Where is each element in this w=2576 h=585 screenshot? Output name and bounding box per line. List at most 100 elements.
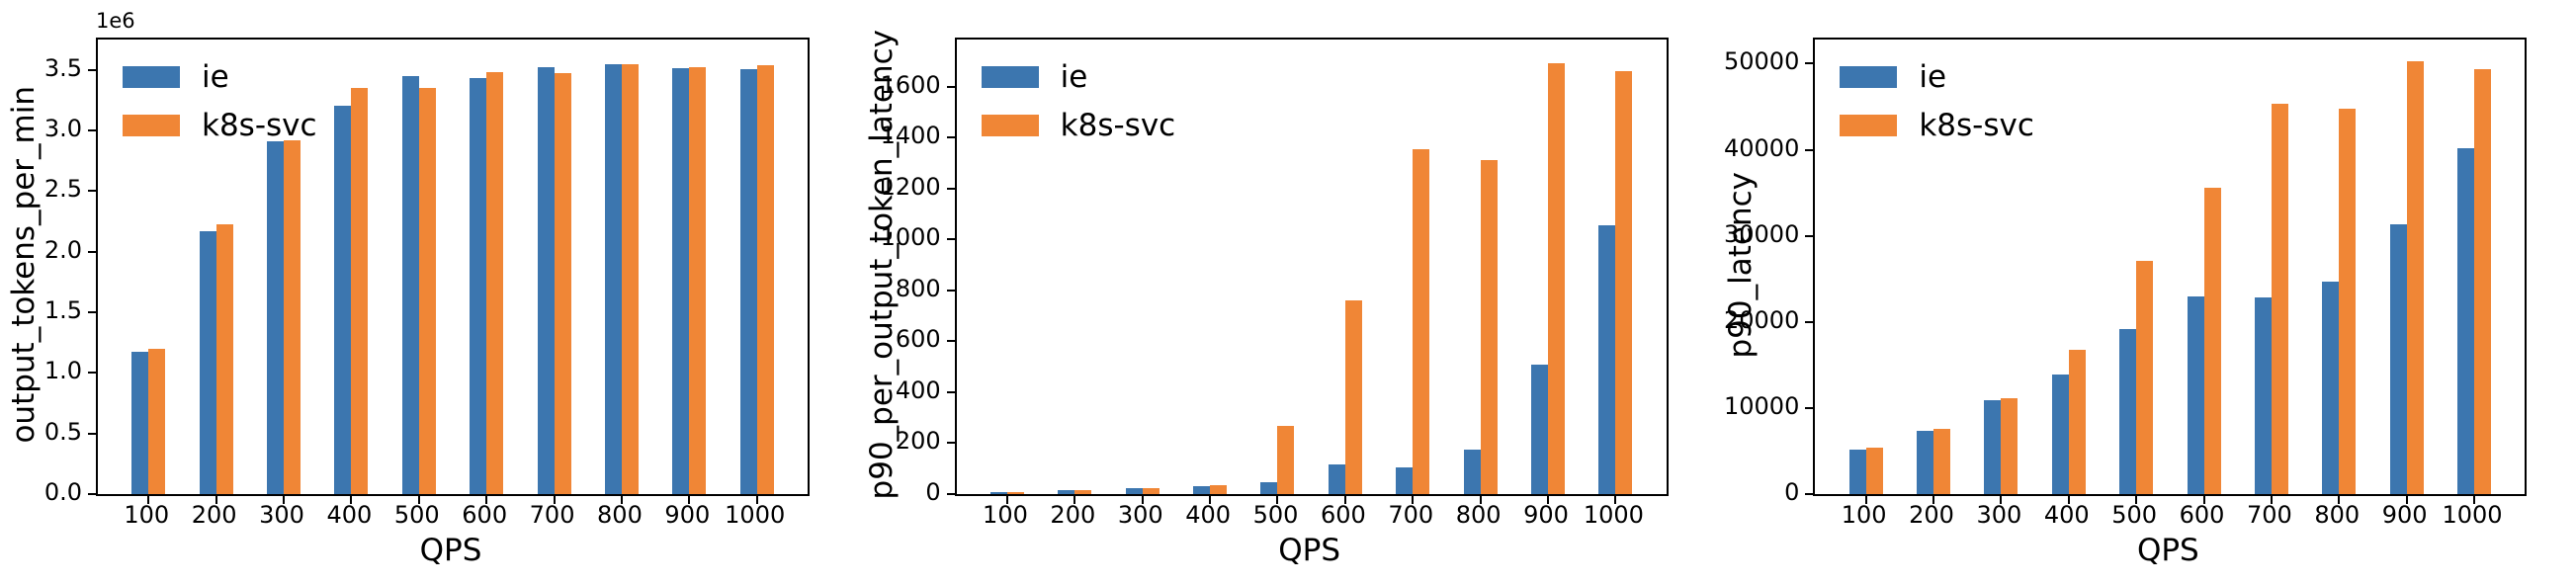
y-tick-label: 2.5 [43, 175, 82, 204]
bar-k8s-svc-800 [2339, 108, 2357, 494]
y-tick-mark [1805, 320, 1814, 323]
x-tick-mark [755, 496, 758, 504]
x-tick-mark [620, 496, 623, 504]
bar-k8s-svc-300 [2001, 398, 2018, 494]
bar-k8s-svc-700 [2271, 104, 2288, 494]
bar-k8s-svc-600 [2203, 187, 2221, 494]
bar-ie-100 [131, 352, 149, 494]
x-axis-label: QPS [1278, 533, 1341, 568]
bar-ie-800 [1463, 449, 1481, 494]
bar-ie-600 [470, 78, 487, 494]
y-tick-label: 1400 [880, 122, 941, 150]
bar-ie-600 [2187, 295, 2204, 494]
x-tick-label: 500 [1252, 501, 1299, 529]
legend-color-patch-ie [1840, 66, 1898, 89]
x-tick-mark [2067, 496, 2070, 504]
bar-k8s-svc-400 [1210, 484, 1228, 494]
y-tick-mark [88, 68, 96, 71]
y-tick-mark [946, 390, 955, 393]
bar-ie-200 [199, 230, 216, 494]
x-tick-mark [417, 496, 420, 504]
y-tick-label: 3.0 [43, 115, 82, 142]
y-tick-mark [1805, 148, 1814, 151]
legend-item-ie: ie [123, 61, 317, 94]
legend-color-patch-k8s-svc [123, 114, 180, 136]
x-axis-label: QPS [2136, 533, 2199, 568]
bar-ie-500 [401, 75, 419, 494]
legend: ie k8s-svc [1840, 61, 2034, 141]
chart-panel-p90-per-output-token-latency: p90_per_output_token_latency ie k8s-svc 0 20… [859, 0, 1718, 585]
y-tick-label: 1.0 [43, 357, 82, 385]
x-tick-label: 600 [1320, 501, 1366, 529]
y-tick-mark [88, 129, 96, 131]
y-tick-label: 3.5 [43, 53, 82, 82]
x-tick-mark [147, 496, 150, 504]
bar-k8s-svc-900 [1547, 63, 1565, 494]
bar-k8s-svc-1000 [2474, 68, 2492, 494]
x-tick-label: 600 [462, 501, 508, 529]
x-tick-mark [2473, 496, 2476, 504]
bar-k8s-svc-600 [486, 71, 504, 494]
bar-k8s-svc-100 [1865, 447, 1883, 494]
y-tick-label: 0.5 [43, 417, 82, 446]
x-tick-mark [283, 496, 286, 504]
bar-k8s-svc-800 [622, 63, 639, 494]
x-tick-label: 400 [2043, 501, 2090, 529]
legend-item-k8s-svc: k8s-svc [981, 109, 1175, 142]
bar-k8s-svc-700 [1413, 148, 1430, 494]
bar-k8s-svc-100 [1006, 491, 1024, 494]
y-axis-label-wrap: p90_per_output_token_latency [861, 30, 904, 499]
y-tick-label: 1600 [880, 70, 941, 99]
legend-color-patch-ie [981, 66, 1039, 89]
x-tick-mark [688, 496, 691, 504]
x-tick-mark [1276, 496, 1279, 504]
bar-k8s-svc-200 [1074, 490, 1092, 494]
y-tick-mark [946, 136, 955, 139]
x-tick-mark [1005, 496, 1008, 504]
bar-k8s-svc-800 [1480, 160, 1498, 494]
legend-color-patch-ie [123, 66, 180, 89]
x-tick-mark [2135, 496, 2138, 504]
bar-k8s-svc-500 [418, 88, 436, 494]
x-tick-label: 400 [1185, 501, 1231, 529]
y-tick-label: 1.5 [43, 296, 82, 324]
y-tick-mark [1805, 493, 1814, 495]
x-tick-mark [2338, 496, 2341, 504]
y-tick-label: 400 [895, 376, 941, 404]
x-tick-label: 800 [597, 501, 643, 529]
x-tick-mark [2000, 496, 2003, 504]
x-tick-label: 200 [191, 501, 237, 529]
bar-ie-200 [1917, 430, 1934, 494]
bar-ie-1000 [2457, 147, 2475, 494]
y-tick-mark [88, 432, 96, 435]
x-tick-mark [1141, 496, 1144, 504]
bar-k8s-svc-1000 [1615, 71, 1633, 494]
y-tick-label: 50000 [1723, 47, 1800, 76]
plot-area: ie k8s-svc [88, 38, 810, 504]
bar-k8s-svc-400 [351, 88, 369, 494]
x-tick-label: 700 [2247, 501, 2292, 529]
chart-panel-output-tokens-per-min: output_tokens_per_min 1e6 ie k8s-svc 0.0 0.5 1… [0, 0, 859, 585]
y-tick-mark [1805, 62, 1814, 65]
bar-k8s-svc-300 [1142, 488, 1159, 494]
bar-ie-400 [334, 106, 352, 494]
bar-k8s-svc-1000 [756, 65, 774, 494]
bar-ie-400 [1193, 485, 1211, 494]
legend-color-patch-k8s-svc [981, 114, 1039, 136]
legend-label: ie [1060, 59, 1088, 95]
bar-k8s-svc-100 [148, 349, 166, 494]
x-tick-label: 200 [1050, 501, 1096, 529]
bar-ie-1000 [1598, 225, 1616, 494]
legend-label: k8s-svc [202, 107, 317, 143]
bar-k8s-svc-900 [689, 67, 707, 494]
chart-panel-p90-latency: p90_latency ie k8s-svc 0 10000 20000 30000 4000… [1717, 0, 2576, 585]
bar-k8s-svc-700 [554, 73, 571, 494]
bar-ie-700 [537, 67, 555, 494]
x-tick-label: 500 [393, 501, 440, 529]
y-tick-label: 40000 [1723, 133, 1800, 162]
bar-ie-900 [672, 68, 690, 494]
x-tick-label: 200 [1909, 501, 1954, 529]
y-tick-label: 600 [895, 325, 941, 354]
y-tick-mark [1805, 234, 1814, 237]
